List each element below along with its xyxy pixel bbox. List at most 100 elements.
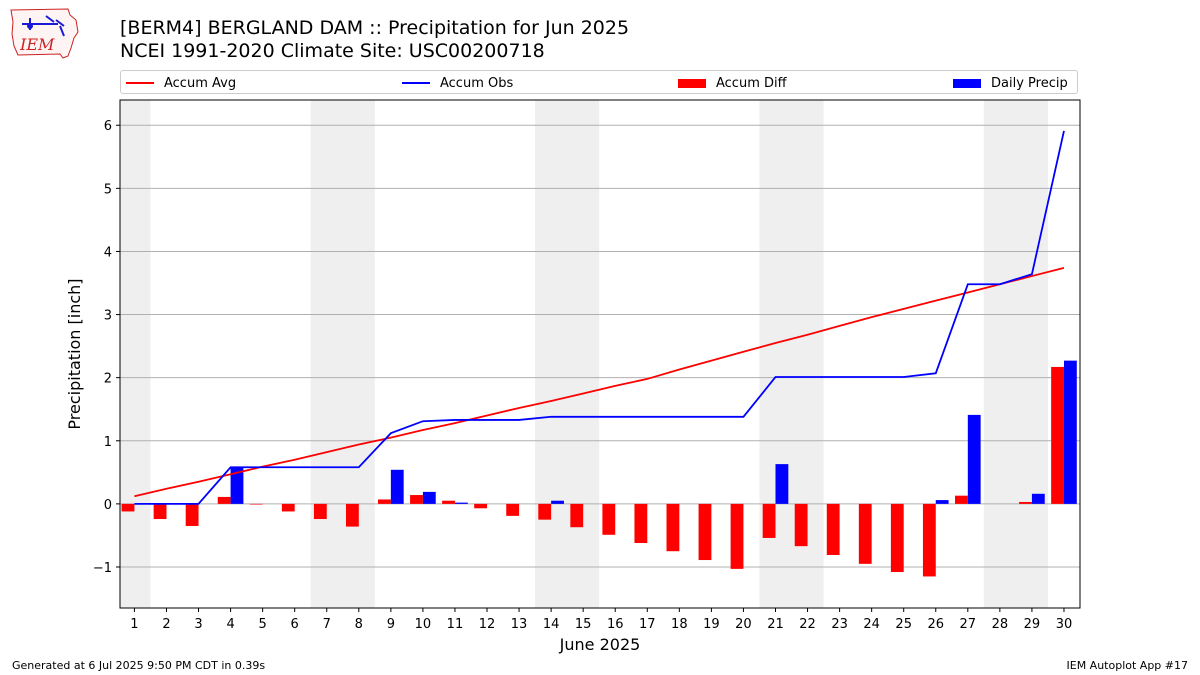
daily-precip-bar <box>454 502 468 504</box>
accum-diff-bar <box>602 503 616 535</box>
accum-diff-bar <box>698 503 712 561</box>
accum-diff-bar <box>281 503 295 512</box>
x-tick-label: 10 <box>415 617 432 632</box>
x-tick-label: 14 <box>543 617 560 632</box>
legend: Accum Avg Accum Obs Accum Diff Daily Pre… <box>120 70 1078 94</box>
daily-precip-bar <box>1063 360 1077 504</box>
x-tick-label: 17 <box>639 617 656 632</box>
x-tick-label: 11 <box>447 617 464 632</box>
legend-label: Daily Precip <box>991 75 1068 91</box>
iowa-state-outline-icon <box>10 8 79 59</box>
x-tick-label: 30 <box>1056 617 1073 632</box>
chart-subtitle: NCEI 1991-2020 Climate Site: USC00200718 <box>120 40 545 62</box>
chart-title: [BERM4] BERGLAND DAM :: Precipitation fo… <box>120 17 630 39</box>
daily-precip-bar <box>1031 493 1045 504</box>
x-tick-label: 1 <box>130 617 138 632</box>
weekend-band <box>535 100 600 608</box>
legend-line-swatch <box>126 82 154 84</box>
x-tick-label: 20 <box>735 617 752 632</box>
x-tick-label: 22 <box>799 617 816 632</box>
plot-frame <box>119 99 1081 609</box>
x-tick-label: 24 <box>863 617 880 632</box>
x-tick-label: 6 <box>291 617 299 632</box>
x-tick-label: 23 <box>831 617 848 632</box>
accum-diff-bar <box>730 503 744 569</box>
app-credit: IEM Autoplot App #17 <box>1066 659 1189 672</box>
x-tick-label: 26 <box>927 617 944 632</box>
accum-diff-bar <box>506 503 520 516</box>
accum-diff-bar <box>954 495 968 504</box>
legend-line-swatch <box>402 82 430 84</box>
x-tick-label: 16 <box>607 617 624 632</box>
accum-diff-bar <box>442 500 455 504</box>
x-tick-label: 27 <box>960 617 977 632</box>
x-tick-label: 19 <box>703 617 720 632</box>
accum-diff-bar <box>890 503 904 573</box>
legend-item-daily-precip: Daily Precip <box>953 74 1068 92</box>
accum-diff-bar <box>1019 501 1032 504</box>
accum-diff-bar <box>794 503 808 547</box>
weekend-band <box>310 100 375 608</box>
daily-precip-bar <box>775 464 789 504</box>
accum-obs-line <box>134 130 1065 505</box>
x-tick-label: 12 <box>479 617 496 632</box>
accum-diff-bar <box>313 503 327 520</box>
y-tick-label: 6 <box>104 119 112 134</box>
daily-precip-bar <box>551 500 564 504</box>
legend-item-accum-diff: Accum Diff <box>678 74 787 92</box>
accum-avg-line <box>134 266 1065 498</box>
weekend-band <box>983 100 1048 608</box>
x-tick-label: 7 <box>323 617 331 632</box>
bars <box>121 360 1077 577</box>
gridlines <box>120 124 1080 568</box>
x-tick-label: 18 <box>671 617 688 632</box>
accum-diff-bar <box>378 499 391 504</box>
y-tick-label: 4 <box>104 245 112 260</box>
x-tick-label: 29 <box>1024 617 1041 632</box>
legend-label: Accum Obs <box>440 75 514 91</box>
accum-diff-bar <box>185 503 199 526</box>
x-tick-label: 2 <box>162 617 170 632</box>
accum-diff-bar <box>1051 366 1064 504</box>
legend-bar-swatch <box>678 78 706 88</box>
y-tick-label: 0 <box>104 498 112 513</box>
accum-diff-bar <box>153 503 167 520</box>
x-tick-label: 28 <box>992 617 1009 632</box>
series-lines <box>134 130 1065 505</box>
daily-precip-bar <box>230 467 244 504</box>
legend-bar-swatch <box>953 78 981 88</box>
accum-diff-bar <box>570 503 584 528</box>
y-tick-label: 3 <box>104 309 112 324</box>
daily-precip-bar <box>935 500 949 504</box>
y-axis-label: Precipitation [inch] <box>65 278 84 429</box>
x-axis-label: June 2025 <box>559 635 641 654</box>
accum-diff-bar <box>217 496 231 504</box>
legend-item-accum-obs: Accum Obs <box>402 74 513 92</box>
accum-diff-bar <box>762 503 776 538</box>
y-tick-label: 1 <box>104 435 112 450</box>
weekend-band <box>120 100 151 608</box>
accum-diff-bar <box>474 503 488 509</box>
accum-diff-bar <box>410 495 423 504</box>
x-tick-label: 4 <box>226 617 234 632</box>
y-tick-label: −1 <box>93 561 112 576</box>
legend-item-accum-avg: Accum Avg <box>126 74 236 92</box>
accum-diff-bar <box>538 503 552 520</box>
x-tick-label: 9 <box>387 617 395 632</box>
legend-label: Accum Avg <box>164 75 237 91</box>
y-tick-label: 5 <box>104 182 112 197</box>
station-dot-icon <box>27 23 33 29</box>
daily-precip-bar <box>422 491 436 504</box>
weekend-shading <box>120 100 1048 608</box>
x-tick-label: 21 <box>767 617 784 632</box>
x-tick-label: 25 <box>895 617 912 632</box>
logo-text: IEM <box>19 35 55 54</box>
legend-label: Accum Diff <box>716 75 787 91</box>
accum-diff-bar <box>121 503 135 512</box>
iem-logo: IEM <box>10 8 79 59</box>
x-tick-label: 15 <box>575 617 592 632</box>
daily-precip-bar <box>390 469 404 504</box>
daily-precip-bar <box>967 414 981 504</box>
